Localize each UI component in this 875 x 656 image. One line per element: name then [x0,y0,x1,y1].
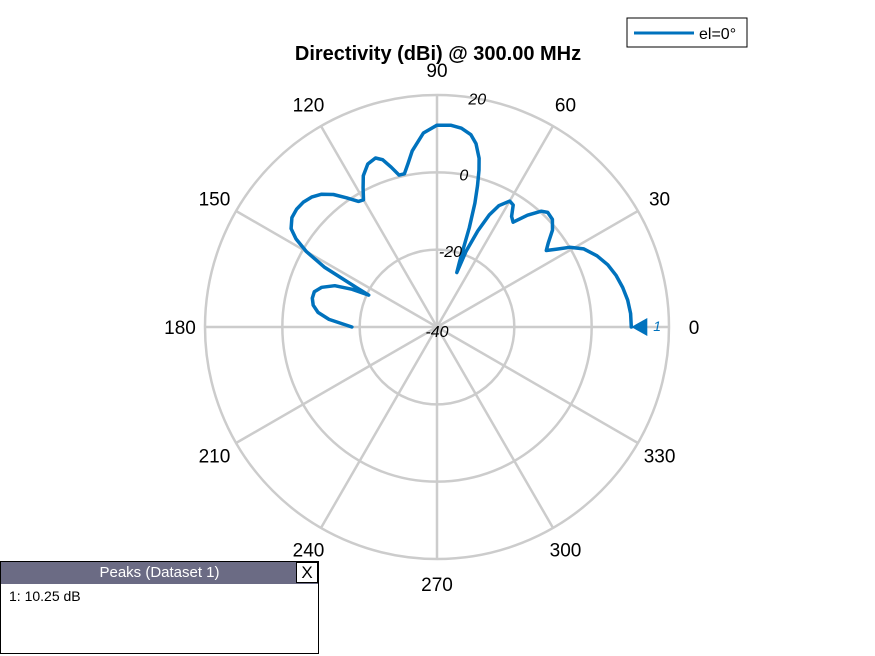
angle-tick-label-2: 60 [555,95,576,116]
grid-spoke-2 [435,125,555,328]
chart-title: Directivity (dBi) @ 300.00 MHz [295,43,581,65]
peak-marker-label: 1 [653,318,661,334]
peaks-panel-header: Peaks (Dataset 1) X [1,562,318,584]
magnitude-tick-label-3: 20 [467,92,486,109]
series-layer [289,123,634,329]
angle-grid-spokes [205,95,669,559]
peak-marker[interactable] [631,318,648,336]
grid-spoke-10 [435,326,555,529]
series-line-0 [289,123,634,329]
magnitude-tick-labels: -40 -20 0 20 [425,92,486,341]
grid-spoke-1 [436,209,639,329]
peaks-close-button[interactable]: X [296,562,318,583]
angle-tick-label-1: 30 [649,190,670,211]
magnitude-tick-label-1: -20 [439,244,462,261]
angle-tick-label-6: 180 [164,318,196,339]
magnitude-tick-label-0: -40 [425,324,448,341]
legend[interactable]: el=0° [626,17,748,48]
grid-spoke-8 [319,326,439,529]
peak-entry[interactable]: 1: 10.25 dB [9,588,81,604]
angle-tick-label-0: 0 [689,318,700,339]
grid-spoke-11 [436,325,639,445]
angle-tick-label-5: 150 [199,190,231,211]
magnitude-tick-label-2: 0 [459,168,468,185]
angle-tick-label-3: 90 [426,61,447,82]
legend-entry: el=0° [699,26,736,43]
angle-tick-label-10: 300 [550,541,582,562]
peaks-panel: Peaks (Dataset 1) X 1: 10.25 dB [0,561,319,654]
angle-tick-label-11: 330 [644,447,676,468]
peak-marker-layer: 1 [631,318,661,336]
grid-spoke-7 [235,325,438,445]
angle-tick-label-4: 120 [293,95,325,116]
grid-spoke-5 [235,209,438,329]
angle-tick-label-8: 240 [293,541,325,562]
peaks-panel-body: 1: 10.25 dB [1,584,318,608]
angle-tick-label-9: 270 [421,575,453,596]
grid-spoke-4 [319,125,439,328]
peaks-panel-title: Peaks (Dataset 1) [99,564,220,581]
angle-tick-label-7: 210 [199,447,231,468]
